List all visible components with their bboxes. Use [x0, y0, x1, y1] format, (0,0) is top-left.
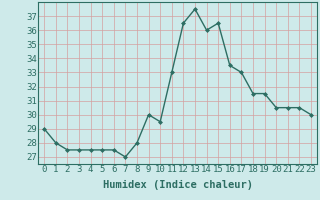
X-axis label: Humidex (Indice chaleur): Humidex (Indice chaleur)	[103, 180, 252, 190]
